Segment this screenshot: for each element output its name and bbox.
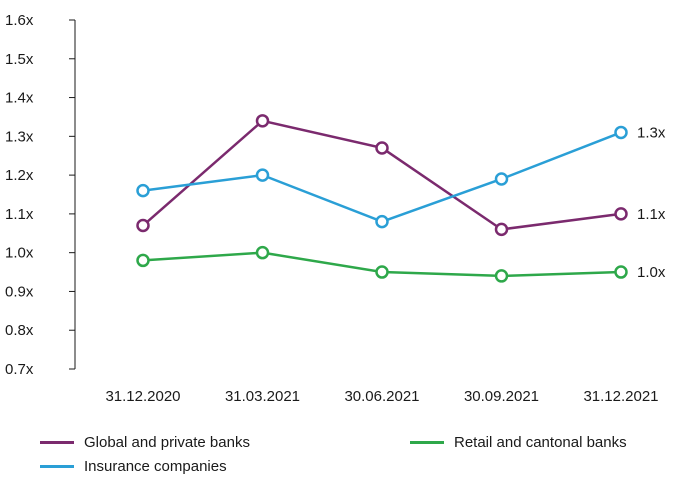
legend-item-insurance-companies: Insurance companies [40,458,227,475]
end-label-2: 1.0x [637,264,666,281]
line-chart: 0.7x 0.8x 0.9x 1.0x 1.1x 1.2x 1.3x 1.4x 1.5x 1.6x… [5,12,666,405]
legend-label-insurance-companies: Insurance companies [84,458,227,475]
data-point [614,207,628,221]
legend-swatch-insurance-companies [40,465,74,468]
data-point [136,183,150,198]
y-tick-label: 0.9x [5,283,34,300]
legend-swatch-retail-cantonal-banks [410,441,444,444]
axes: 0.7x 0.8x 0.9x 1.0x 1.1x 1.2x 1.3x 1.4x 1.5x 1.6x… [5,12,659,405]
data-point [494,222,509,237]
legend-item-retail-cantonal-banks: Retail and cantonal banks [410,434,627,451]
data-point [375,265,389,279]
x-tick-label: 31.12.2021 [583,388,658,405]
y-tick-label: 1.2x [5,167,34,184]
x-tick-label: 31.12.2020 [105,388,180,405]
data-point [375,214,389,229]
data-point [255,168,270,182]
y-tick-label: 1.4x [5,90,34,107]
data-point [494,172,509,186]
end-label-0: 1.1x [637,206,666,223]
y-tick-label: 1.3x [5,128,34,145]
y-tick-label: 1.6x [5,12,34,29]
y-tick-label: 0.8x [5,322,34,339]
y-tick-label: 1.1x [5,206,34,223]
x-tick-label: 31.03.2021 [225,388,300,405]
data-point [136,253,150,268]
legend-item-global-private-banks: Global and private banks [40,434,250,451]
data-point [494,269,509,283]
data-point [614,125,628,140]
data-point [375,141,389,155]
y-tick-label: 0.7x [5,361,34,378]
data-point [255,114,270,128]
data-point [255,245,270,260]
end-label-1: 1.3x [637,124,666,141]
x-tick-label: 30.09.2021 [464,388,539,405]
x-tick-label: 30.06.2021 [344,388,419,405]
data-point [136,218,150,233]
legend-label-retail-cantonal-banks: Retail and cantonal banks [454,434,627,451]
series-line-0 [142,119,622,231]
series-points [136,114,628,283]
y-tick-label: 1.5x [5,51,34,68]
end-labels: 1.1x 1.3x 1.0x [637,124,666,281]
legend-swatch-global-private-banks [40,441,74,444]
data-point [614,265,628,279]
y-tick-label: 1.0x [5,245,34,262]
legend-label-global-private-banks: Global and private banks [84,434,250,451]
